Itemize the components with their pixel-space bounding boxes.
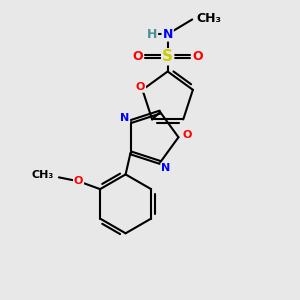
Text: CH₃: CH₃ [196, 12, 221, 25]
Text: N: N [161, 163, 171, 173]
Text: N: N [163, 28, 173, 41]
Text: H: H [147, 28, 157, 41]
Text: N: N [120, 113, 129, 123]
Text: S: S [162, 49, 173, 64]
Text: O: O [74, 176, 83, 186]
Text: O: O [193, 50, 203, 63]
Text: O: O [132, 50, 142, 63]
Text: CH₃: CH₃ [32, 170, 54, 180]
Text: O: O [136, 82, 145, 92]
Text: O: O [183, 130, 192, 140]
